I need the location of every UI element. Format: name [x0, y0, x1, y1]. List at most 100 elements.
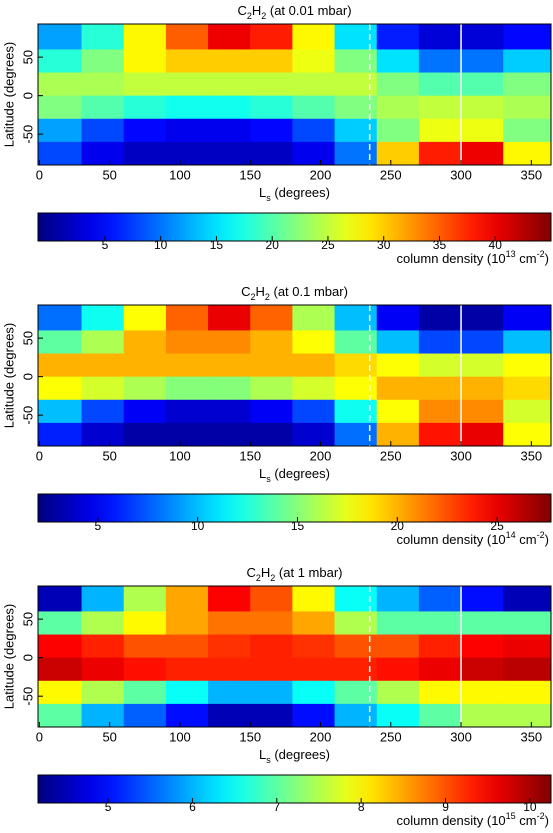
x-tick-label: 250: [380, 167, 402, 182]
heatmap-cell: [334, 611, 378, 636]
heatmap-cell: [81, 703, 125, 728]
heatmap-cell: [38, 353, 83, 378]
panel: C2H2 (at 0.1 mbar)0 50 100 150 200 250 300 350-…: [1, 284, 552, 547]
heatmap-cell: [123, 680, 167, 705]
heatmap-cell: [250, 680, 293, 705]
colorbar-label-part: 13: [506, 249, 516, 259]
heatmap-cell: [38, 305, 83, 331]
heatmap-cell: [250, 330, 293, 355]
heatmap-cell: [292, 95, 336, 120]
plot-frame: [37, 585, 552, 728]
heatmap-cell: [376, 118, 420, 143]
x-tick-label: 300: [450, 167, 472, 182]
heatmap-cell: [461, 353, 504, 378]
heatmap-cell: [503, 24, 552, 50]
chart-title-part: H: [261, 565, 270, 580]
colorbar-tick-label: 40: [489, 238, 503, 252]
heatmap-cell: [376, 586, 420, 612]
colorbar-label-part: -2: [537, 249, 545, 259]
heatmap-cell: [81, 24, 125, 50]
heatmap-cell: [208, 586, 251, 612]
heatmap-cell: [418, 634, 462, 659]
heatmap-cell: [334, 376, 378, 401]
heatmap-cell: [208, 141, 251, 166]
heatmap-cell: [123, 353, 167, 378]
heatmap-cell: [292, 305, 336, 331]
heatmap-cell: [418, 376, 462, 401]
heatmap-cell: [81, 353, 125, 378]
heatmap-cell: [81, 657, 125, 682]
x-tick-label: 100: [169, 448, 191, 463]
heatmap-cell: [81, 305, 125, 331]
heatmap-cell: [503, 305, 552, 331]
heatmap-cell: [292, 330, 336, 355]
x-axis-label-part: (degrees): [271, 466, 330, 481]
heatmap-cell: [81, 376, 125, 401]
heatmap-cell: [334, 72, 378, 97]
heatmap-cell: [123, 422, 167, 447]
heatmap-cell: [461, 118, 504, 143]
heatmap-cell: [208, 72, 251, 97]
heatmap-cell: [461, 72, 504, 97]
colorbar-tick-label: 6: [189, 800, 196, 814]
heatmap-cell: [376, 330, 420, 355]
colorbar: [37, 774, 552, 804]
x-tick-label: 200: [310, 167, 332, 182]
heatmap-cell: [208, 376, 251, 401]
heatmap-cell: [250, 49, 293, 74]
heatmap-cell: [81, 586, 125, 612]
heatmap-cell: [461, 376, 504, 401]
heatmap-cell: [461, 95, 504, 120]
colorbar-tick-label: 10: [191, 519, 205, 533]
chart-title: C2H2 (at 0.01 mbar): [237, 3, 351, 21]
heatmap-cell: [334, 141, 378, 166]
heatmap-cell: [418, 305, 462, 331]
heatmap-cell: [250, 657, 293, 682]
heatmap-cell: [208, 353, 251, 378]
heatmap-cell: [292, 49, 336, 74]
x-tick-label: 150: [239, 448, 261, 463]
heatmap-cell: [123, 72, 167, 97]
heatmap-cell: [208, 118, 251, 143]
heatmap-cell: [250, 611, 293, 636]
x-tick-label: 50: [102, 448, 116, 463]
x-axis-label: Ls (degrees): [259, 185, 330, 203]
heatmap-cell: [38, 703, 83, 728]
heatmap-cell: [376, 422, 420, 447]
heatmap-cell: [292, 611, 336, 636]
heatmap-cell: [418, 330, 462, 355]
x-tick-label: 350: [520, 729, 542, 744]
colorbar-tick-label: 8: [358, 800, 365, 814]
chart-title-part: 2: [265, 292, 270, 302]
heatmap-cell: [250, 305, 293, 331]
heatmap-cell: [503, 95, 552, 120]
colorbar-tick-label: 25: [490, 519, 504, 533]
colorbar-label-part: cm: [516, 532, 537, 547]
colorbar-label-part: ): [545, 813, 549, 828]
heatmap-cell: [250, 586, 293, 612]
heatmap-cell: [376, 141, 420, 166]
heatmap-cell: [208, 49, 251, 74]
heatmap-cell: [250, 634, 293, 659]
heatmap-cell: [208, 634, 251, 659]
heatmap-cell: [250, 703, 293, 728]
heatmap-cell: [418, 657, 462, 682]
y-tick-label: 0: [20, 373, 35, 380]
heatmap-cell: [165, 634, 209, 659]
y-tick-label: 0: [20, 92, 35, 99]
colorbar-tick-label: 20: [391, 519, 405, 533]
heatmap-cell: [376, 24, 420, 50]
heatmap-cell: [461, 611, 504, 636]
heatmap-cell: [123, 586, 167, 612]
heatmap-cell: [418, 49, 462, 74]
heatmap-cell: [165, 611, 209, 636]
heatmap-cell: [38, 24, 83, 50]
heatmap-cell: [292, 422, 336, 447]
heatmap-cell: [503, 703, 552, 728]
colorbar-tick-label: 7: [273, 800, 280, 814]
x-axis-label-part: s: [266, 474, 271, 484]
heatmap-cell: [123, 399, 167, 424]
colorbar-label: column density (1015 cm-2): [397, 811, 549, 828]
heatmap-cell: [250, 422, 293, 447]
heatmap-cell: [81, 634, 125, 659]
